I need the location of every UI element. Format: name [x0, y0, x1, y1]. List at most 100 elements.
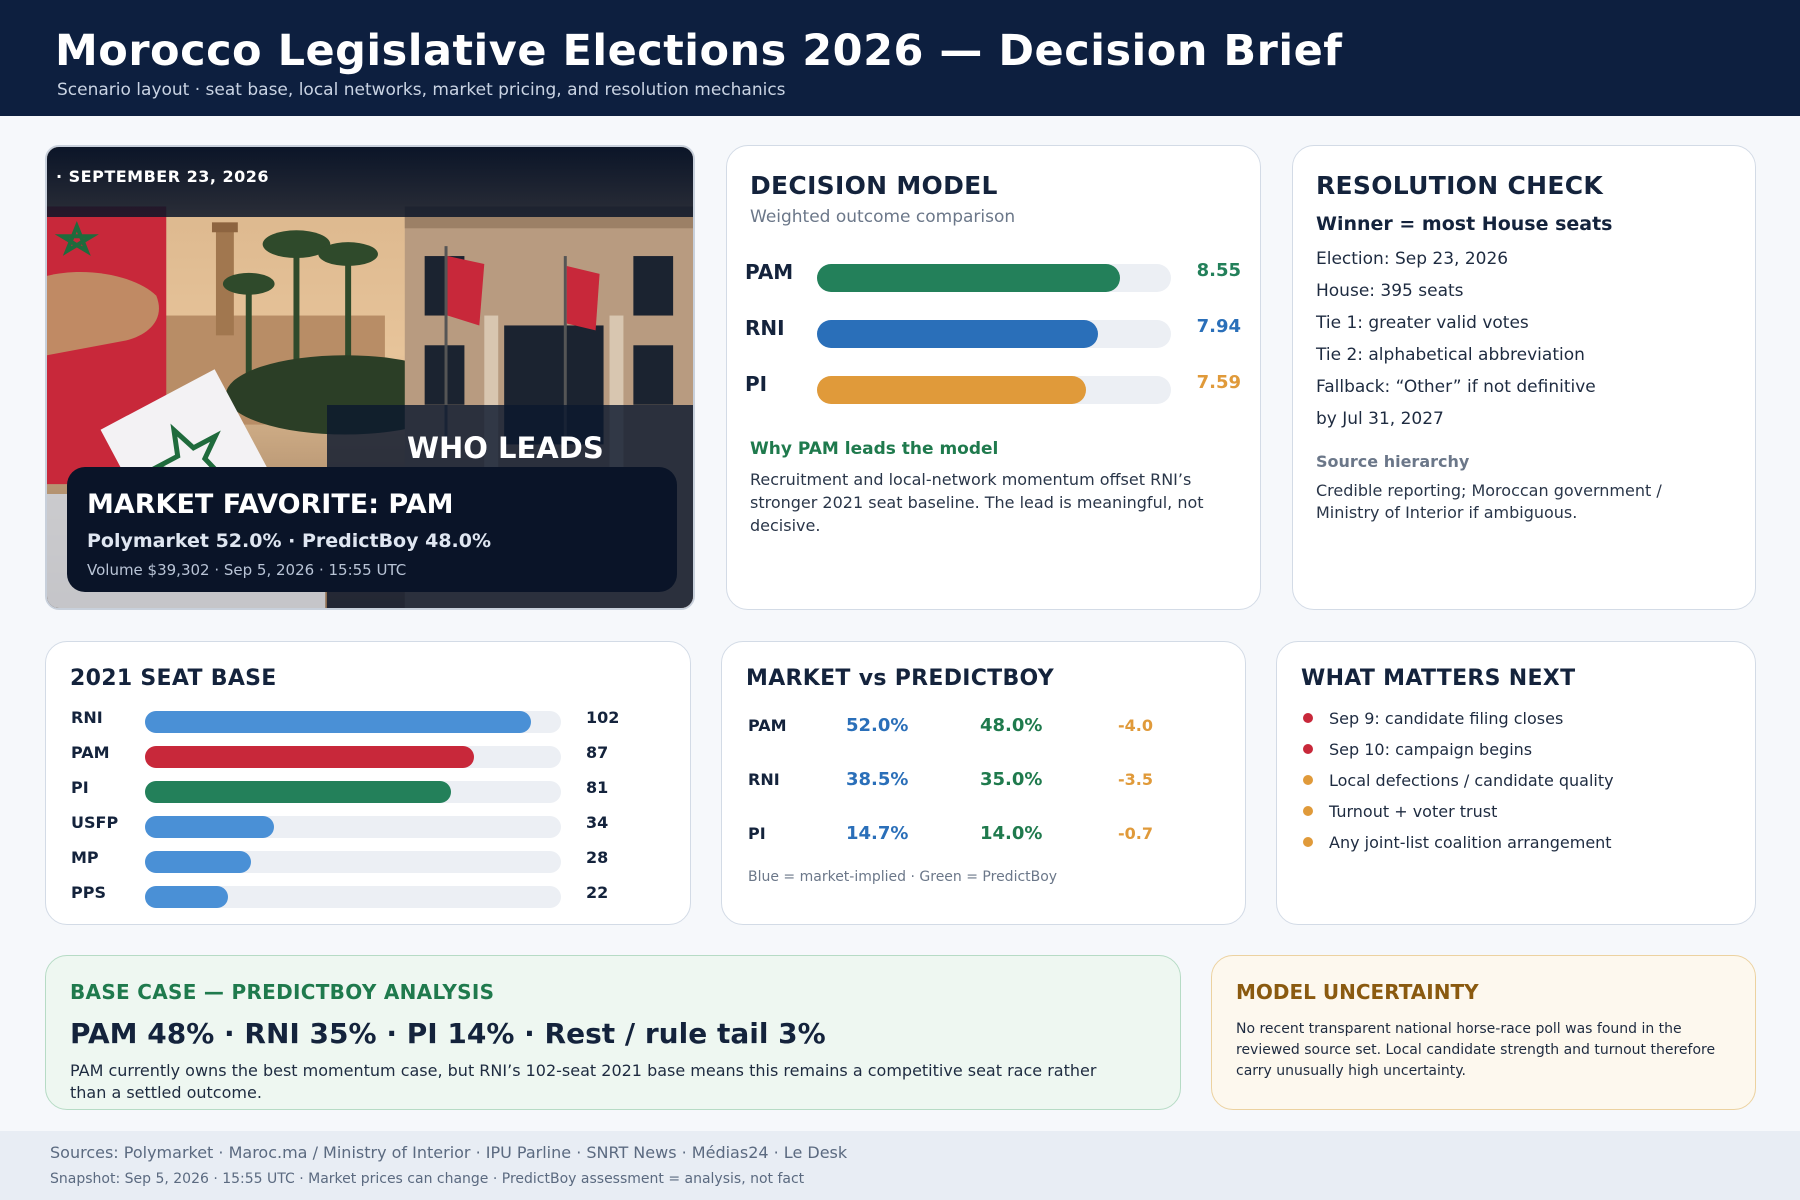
seat-base-bar-track [145, 781, 561, 803]
market-implied-value: 38.5% [846, 769, 909, 790]
seat-base-row: PI 81 [71, 774, 671, 804]
footer-snapshot: Snapshot: Sep 5, 2026 · 15:55 UTC · Mark… [50, 1171, 805, 1187]
bullet-dot-icon [1303, 775, 1313, 785]
hero-card: · SEPTEMBER 23, 2026 WHO LEADS MARKET FA… [45, 145, 695, 610]
decision-model-bar [817, 320, 1099, 348]
market-favorite-title: MARKET FAVORITE: PAM [87, 489, 454, 520]
decision-model-bar-track [817, 376, 1171, 404]
market-comparison-row: PI 14.7% 14.0% -0.7 [748, 820, 1228, 850]
seat-base-bar-track [145, 746, 561, 768]
decision-model-bar [817, 264, 1120, 292]
seat-base-count: 28 [586, 848, 609, 867]
seat-base-row: USFP 34 [71, 809, 671, 839]
decision-model-bar-track [817, 264, 1171, 292]
what-matters-next-item: Turnout + voter trust [1303, 802, 1497, 821]
header-bar: Morocco Legislative Elections 2026 — Dec… [0, 0, 1800, 116]
seat-base-bar-track [145, 816, 561, 838]
market-favorite-odds: Polymarket 52.0% · PredictBoy 48.0% [87, 530, 492, 552]
market-comparison-party: RNI [748, 770, 780, 789]
market-comparison-row: PAM 52.0% 48.0% -4.0 [748, 712, 1228, 742]
seat-base-party: PPS [71, 883, 106, 902]
seat-base-bar [145, 711, 531, 733]
page-title: Morocco Legislative Elections 2026 — Dec… [55, 26, 1343, 76]
decision-model-score: 7.94 [1196, 316, 1241, 337]
what-matters-next-text: Turnout + voter trust [1329, 802, 1498, 821]
seat-base-bar-track [145, 851, 561, 873]
base-case-text: PAM currently owns the best momentum cas… [70, 1061, 1097, 1102]
seat-base-count: 34 [586, 813, 609, 832]
market-volume: Volume $39,302 · Sep 5, 2026 · 15:55 UTC [87, 561, 407, 579]
decision-model-row: PAM 8.55 [745, 254, 1245, 294]
seat-base-bar [145, 816, 274, 838]
what-matters-next-card: WHAT MATTERS NEXT Sep 9: candidate filin… [1276, 641, 1756, 925]
seat-base-party: RNI [71, 708, 103, 727]
what-matters-next-item: Any joint-list coalition arrangement [1303, 833, 1612, 852]
market-comparison-row: RNI 38.5% 35.0% -3.5 [748, 766, 1228, 796]
model-uncertainty-text: No recent transparent national horse-rac… [1236, 1021, 1716, 1079]
decision-model-title: DECISION MODEL [750, 171, 998, 200]
decision-model-party: RNI [745, 316, 785, 340]
resolution-rule-line: Tie 2: alphabetical abbreviation [1316, 345, 1585, 365]
decision-model-subtitle: Weighted outcome comparison [750, 207, 1016, 227]
seat-base-card: 2021 SEAT BASE RNI 102 PAM 87 PI 81 USFP 34 MP 28… [45, 641, 691, 925]
resolution-rule-line: Tie 1: greater valid votes [1316, 313, 1529, 333]
who-leads-label: WHO LEADS [407, 431, 604, 465]
resolution-check-title: RESOLUTION CHECK [1316, 171, 1604, 200]
decision-model-party: PAM [745, 260, 794, 284]
market-favorite-box: MARKET FAVORITE: PAM Polymarket 52.0% · … [67, 467, 677, 592]
seat-base-party: USFP [71, 813, 119, 832]
decision-model-score: 8.55 [1196, 260, 1241, 281]
seat-base-bar [145, 886, 229, 908]
seat-base-bar [145, 746, 475, 768]
what-matters-next-item: Sep 10: campaign begins [1303, 740, 1532, 759]
election-date: · SEPTEMBER 23, 2026 [56, 167, 270, 186]
what-matters-next-text: Sep 10: campaign begins [1329, 740, 1533, 759]
predictboy-value: 48.0% [980, 715, 1043, 736]
base-case-headline: PAM 48% · RNI 35% · PI 14% · Rest / rule… [70, 1017, 826, 1050]
seat-base-row: PAM 87 [71, 739, 671, 769]
base-case-title: BASE CASE — PREDICTBOY ANALYSIS [70, 980, 495, 1004]
bullet-dot-icon [1303, 713, 1313, 723]
market-delta-value: -0.7 [1118, 824, 1153, 843]
what-matters-next-text: Local defections / candidate quality [1329, 771, 1614, 790]
decision-model-party: PI [745, 372, 768, 396]
seat-base-party: MP [71, 848, 99, 867]
market-comparison-party: PI [748, 824, 766, 843]
footer-sources: Sources: Polymarket · Maroc.ma / Ministr… [50, 1143, 848, 1162]
resolution-winner-rule: Winner = most House seats [1316, 213, 1613, 235]
what-matters-next-item: Sep 9: candidate filing closes [1303, 709, 1563, 728]
market-vs-predictboy-title: MARKET vs PREDICTBOY [746, 666, 1055, 691]
bullet-dot-icon [1303, 837, 1313, 847]
market-vs-predictboy-card: MARKET vs PREDICTBOY PAM 52.0% 48.0% -4.0 RN… [721, 641, 1246, 925]
bullet-dot-icon [1303, 806, 1313, 816]
why-pam-leads-text: Recruitment and local-network momentum o… [750, 470, 1204, 535]
seat-base-bar [145, 851, 251, 873]
resolution-rule-line: House: 395 seats [1316, 281, 1464, 301]
seat-base-bar-track [145, 886, 561, 908]
seat-base-count: 87 [586, 743, 609, 762]
election-date-banner: · SEPTEMBER 23, 2026 [47, 147, 693, 217]
source-hierarchy-text: Credible reporting; Moroccan government … [1316, 481, 1662, 522]
seat-base-row: MP 28 [71, 844, 671, 874]
resolution-rule-line: by Jul 31, 2027 [1316, 409, 1444, 429]
market-delta-value: -3.5 [1118, 770, 1153, 789]
page-subtitle: Scenario layout · seat base, local netwo… [57, 80, 786, 100]
bullet-dot-icon [1303, 744, 1313, 754]
what-matters-next-title: WHAT MATTERS NEXT [1301, 666, 1576, 691]
market-implied-value: 52.0% [846, 715, 909, 736]
base-case-card: BASE CASE — PREDICTBOY ANALYSIS PAM 48% … [45, 955, 1181, 1110]
seat-base-count: 102 [586, 708, 620, 727]
resolution-rule-line: Fallback: “Other” if not definitive [1316, 377, 1596, 397]
seat-base-title: 2021 SEAT BASE [70, 666, 277, 691]
footer: Sources: Polymarket · Maroc.ma / Ministr… [0, 1131, 1800, 1200]
decision-model-bar [817, 376, 1086, 404]
what-matters-next-text: Any joint-list coalition arrangement [1329, 833, 1612, 852]
decision-model-card: DECISION MODEL Weighted outcome comparis… [726, 145, 1261, 610]
predictboy-value: 35.0% [980, 769, 1043, 790]
seat-base-party: PAM [71, 743, 110, 762]
what-matters-next-item: Local defections / candidate quality [1303, 771, 1614, 790]
seat-base-bar [145, 781, 452, 803]
model-uncertainty-title: MODEL UNCERTAINTY [1236, 980, 1479, 1004]
seat-base-count: 22 [586, 883, 609, 902]
seat-base-party: PI [71, 778, 89, 797]
